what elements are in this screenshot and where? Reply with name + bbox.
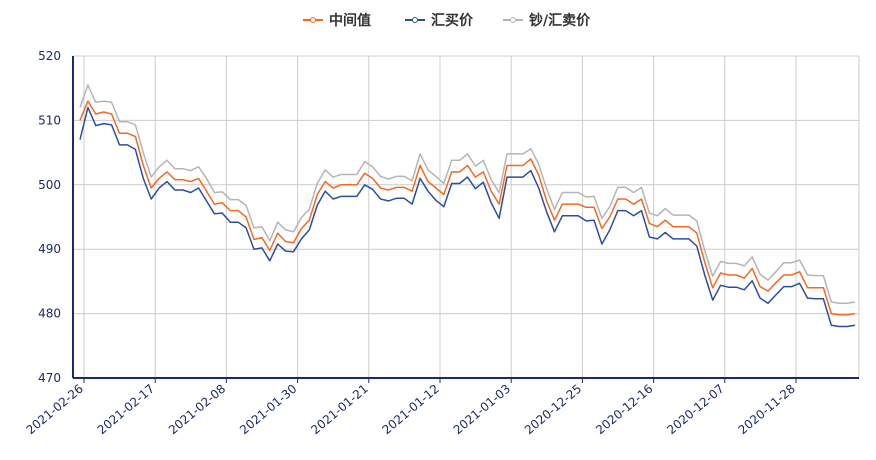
x-tick-label: 2021-01-21: [308, 382, 370, 438]
x-tick-label: 2020-12-07: [664, 382, 726, 438]
y-tick-label: 520: [38, 49, 61, 63]
legend-label-buy: 汇买价: [431, 13, 473, 29]
y-tick-label: 500: [38, 178, 61, 192]
x-tick-label: 2021-01-12: [379, 382, 441, 438]
legend-swatch-buy: [405, 17, 425, 23]
x-tick-label: 2020-12-25: [522, 382, 584, 438]
legend-item-sell[interactable]: 钞/汇卖价: [503, 8, 590, 32]
x-tick-label: 2020-11-28: [735, 382, 797, 438]
series-line-buy: [79, 106, 856, 328]
chart-legend: 中间值 汇买价 钞/汇卖价: [0, 8, 876, 32]
x-tick-label: 2021-01-30: [237, 382, 299, 438]
legend-swatch-mid: [303, 17, 323, 23]
legend-marker-dot: [510, 17, 516, 23]
legend-item-mid[interactable]: 中间值: [303, 8, 371, 32]
x-tick-label: 2021-02-17: [95, 382, 157, 438]
x-tick-label: 2021-02-26: [23, 382, 85, 438]
series-line-sell: [79, 84, 856, 305]
series-line-mid: [79, 100, 856, 316]
y-tick-label: 510: [38, 113, 61, 127]
legend-marker-dot: [310, 17, 316, 23]
x-tick-label: 2020-12-16: [593, 382, 655, 438]
legend-swatch-sell: [503, 17, 523, 23]
legend-label-sell: 钞/汇卖价: [529, 13, 591, 29]
y-tick-label: 470: [38, 371, 61, 385]
x-tick-label: 2021-02-08: [166, 382, 228, 438]
y-tick-label: 480: [38, 307, 61, 321]
y-tick-label: 490: [38, 242, 61, 256]
x-tick-label: 2021-01-03: [451, 382, 513, 438]
legend-label-mid: 中间值: [329, 13, 371, 29]
legend-marker-dot: [412, 17, 418, 23]
legend-item-buy[interactable]: 汇买价: [405, 8, 473, 32]
